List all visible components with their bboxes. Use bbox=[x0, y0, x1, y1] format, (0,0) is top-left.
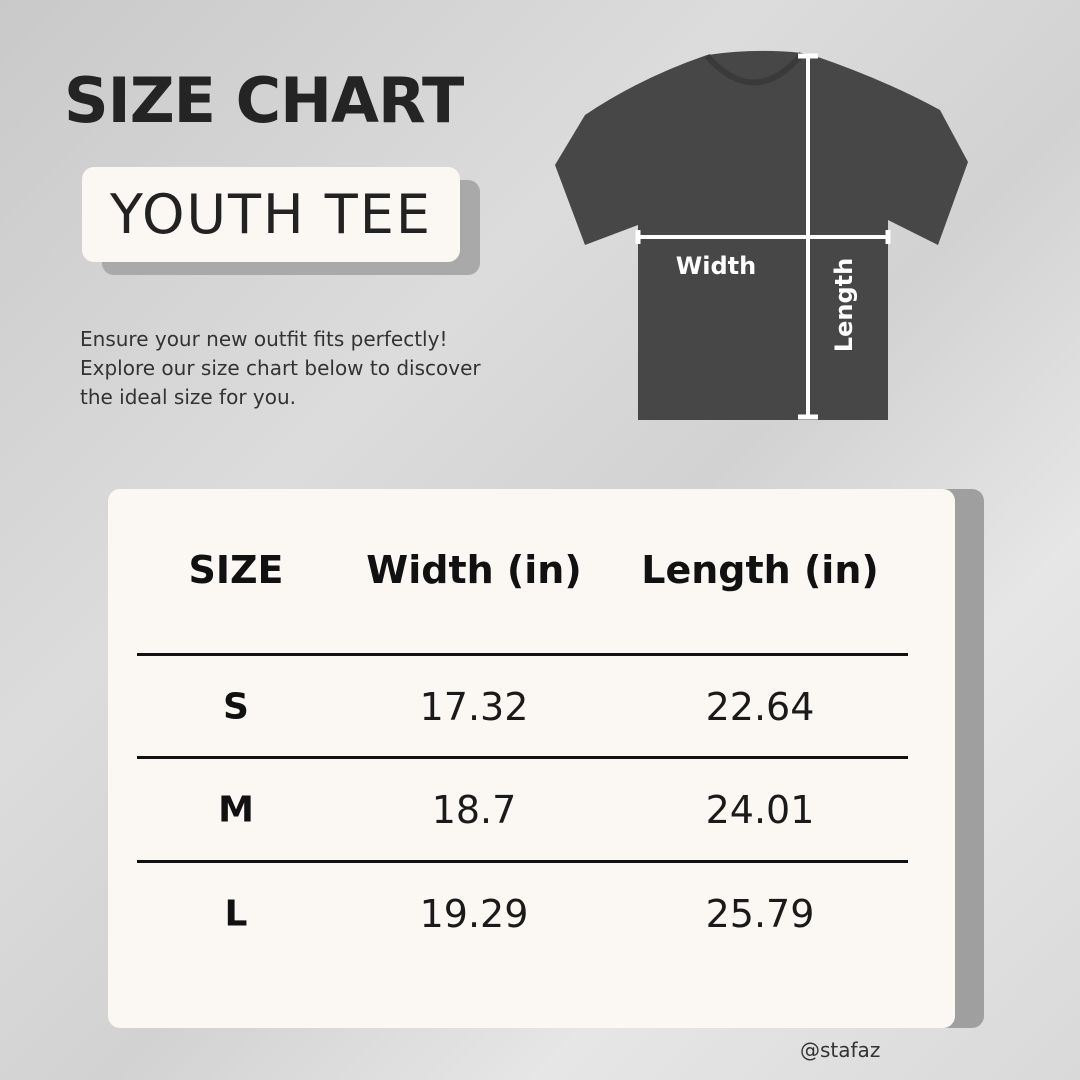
column-header-size: SIZE bbox=[188, 548, 284, 592]
divider bbox=[137, 653, 908, 656]
row-length: 24.01 bbox=[705, 788, 815, 832]
column-header-width: Width (in) bbox=[366, 548, 582, 592]
row-width: 18.7 bbox=[431, 788, 517, 832]
social-handle: @stafaz bbox=[800, 1038, 881, 1062]
size-table: SIZE Width (in) Length (in) S 17.32 22.6… bbox=[108, 489, 955, 1028]
row-length: 25.79 bbox=[705, 892, 815, 936]
page-title: SIZE CHART bbox=[64, 64, 464, 137]
row-size: S bbox=[223, 686, 249, 728]
tshirt-collar bbox=[704, 52, 805, 86]
product-badge: YOUTH TEE bbox=[82, 167, 460, 262]
row-size: L bbox=[224, 893, 248, 935]
divider bbox=[137, 756, 908, 759]
row-size: M bbox=[218, 789, 254, 831]
tshirt-measurement-diagram: Width Length bbox=[555, 50, 968, 421]
row-width: 17.32 bbox=[419, 685, 529, 729]
intro-text: Ensure your new outfit fits perfectly! E… bbox=[80, 327, 481, 409]
column-header-length: Length (in) bbox=[641, 548, 879, 592]
length-label: Length bbox=[830, 258, 858, 352]
row-width: 19.29 bbox=[419, 892, 529, 936]
width-label: Width bbox=[676, 252, 756, 280]
row-length: 22.64 bbox=[705, 685, 815, 729]
divider bbox=[137, 860, 908, 863]
